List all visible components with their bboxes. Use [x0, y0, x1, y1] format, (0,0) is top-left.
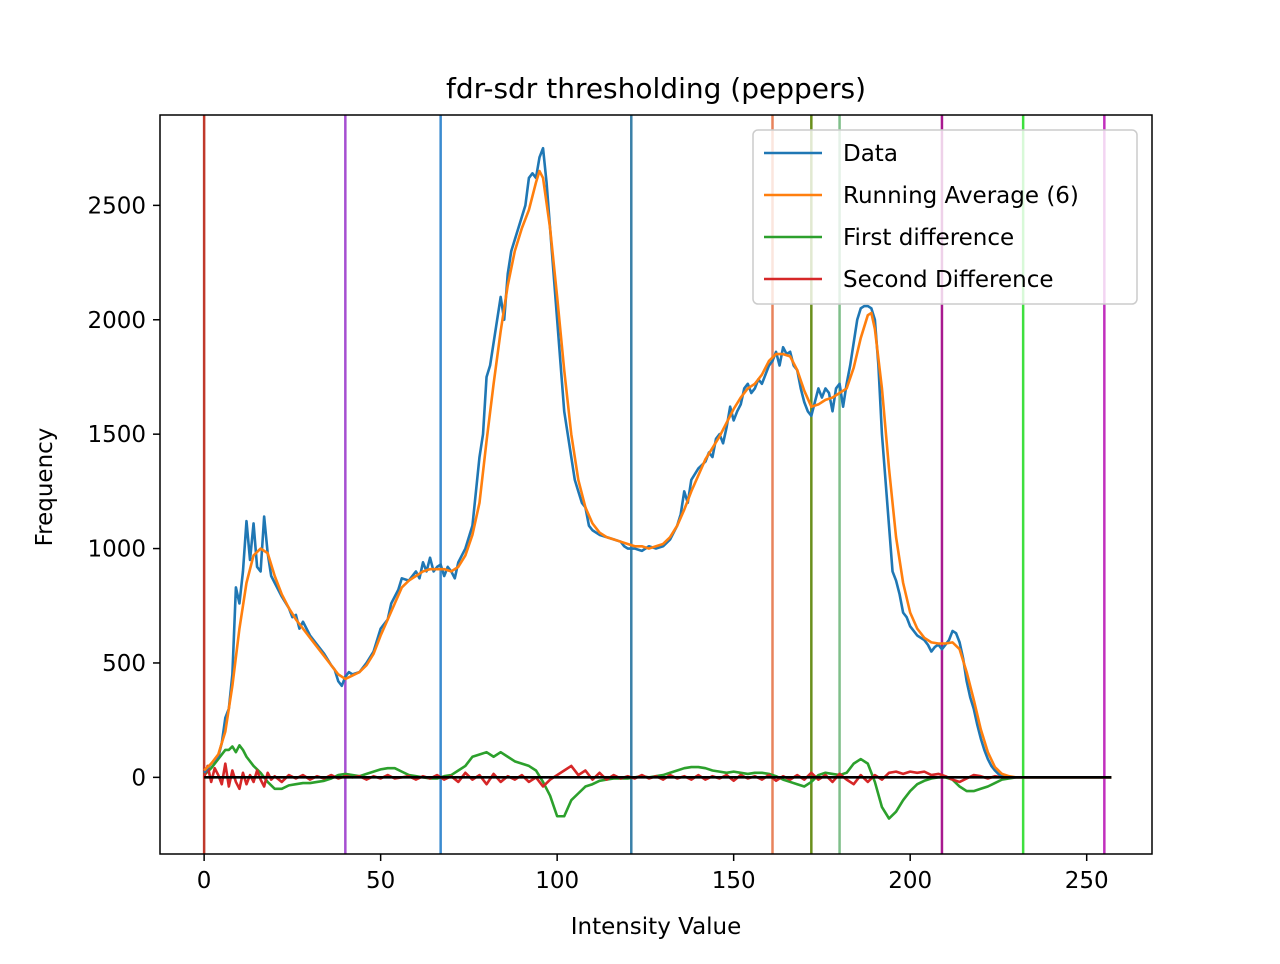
legend-box: [752, 129, 1138, 305]
series-line-first-difference: [203, 744, 1112, 820]
series-line-data: [203, 146, 1112, 779]
legend-label-data: Data: [843, 141, 898, 167]
y-tick-label: 2500: [87, 193, 146, 219]
y-tick-label: 0: [131, 765, 146, 791]
y-axis-label: Frequency: [32, 428, 58, 547]
series-lines: [202, 146, 1112, 820]
y-axis: 0 500 1000 1500 2000 2500: [87, 193, 160, 791]
chart-title: fdr-sdr thresholding (peppers): [446, 72, 866, 105]
x-tick-label: 0: [197, 868, 212, 894]
x-tick-label: 250: [1065, 868, 1109, 894]
legend-label-first-difference: First difference: [843, 225, 1014, 251]
x-tick-label: 200: [888, 868, 932, 894]
y-tick-label: 1500: [87, 422, 146, 448]
series-line-second-difference: [202, 762, 1112, 791]
x-tick-label: 150: [712, 868, 756, 894]
legend: Data Running Average (6) First difference S…: [752, 129, 1138, 305]
x-tick-label: 100: [535, 868, 579, 894]
x-axis-label: Intensity Value: [571, 914, 742, 940]
x-tick-label: 50: [366, 868, 395, 894]
legend-label-second-difference: Second Difference: [843, 267, 1054, 293]
series-line-running-average-6: [203, 169, 1112, 779]
y-tick-label: 1000: [87, 537, 146, 563]
plot-frame: [159, 114, 1153, 855]
y-tick-label: 2000: [87, 308, 146, 334]
y-tick-label: 500: [102, 651, 146, 677]
legend-label-running-average-6: Running Average (6): [843, 183, 1079, 209]
x-axis: 0 50 100 150 200 250: [197, 854, 1109, 894]
